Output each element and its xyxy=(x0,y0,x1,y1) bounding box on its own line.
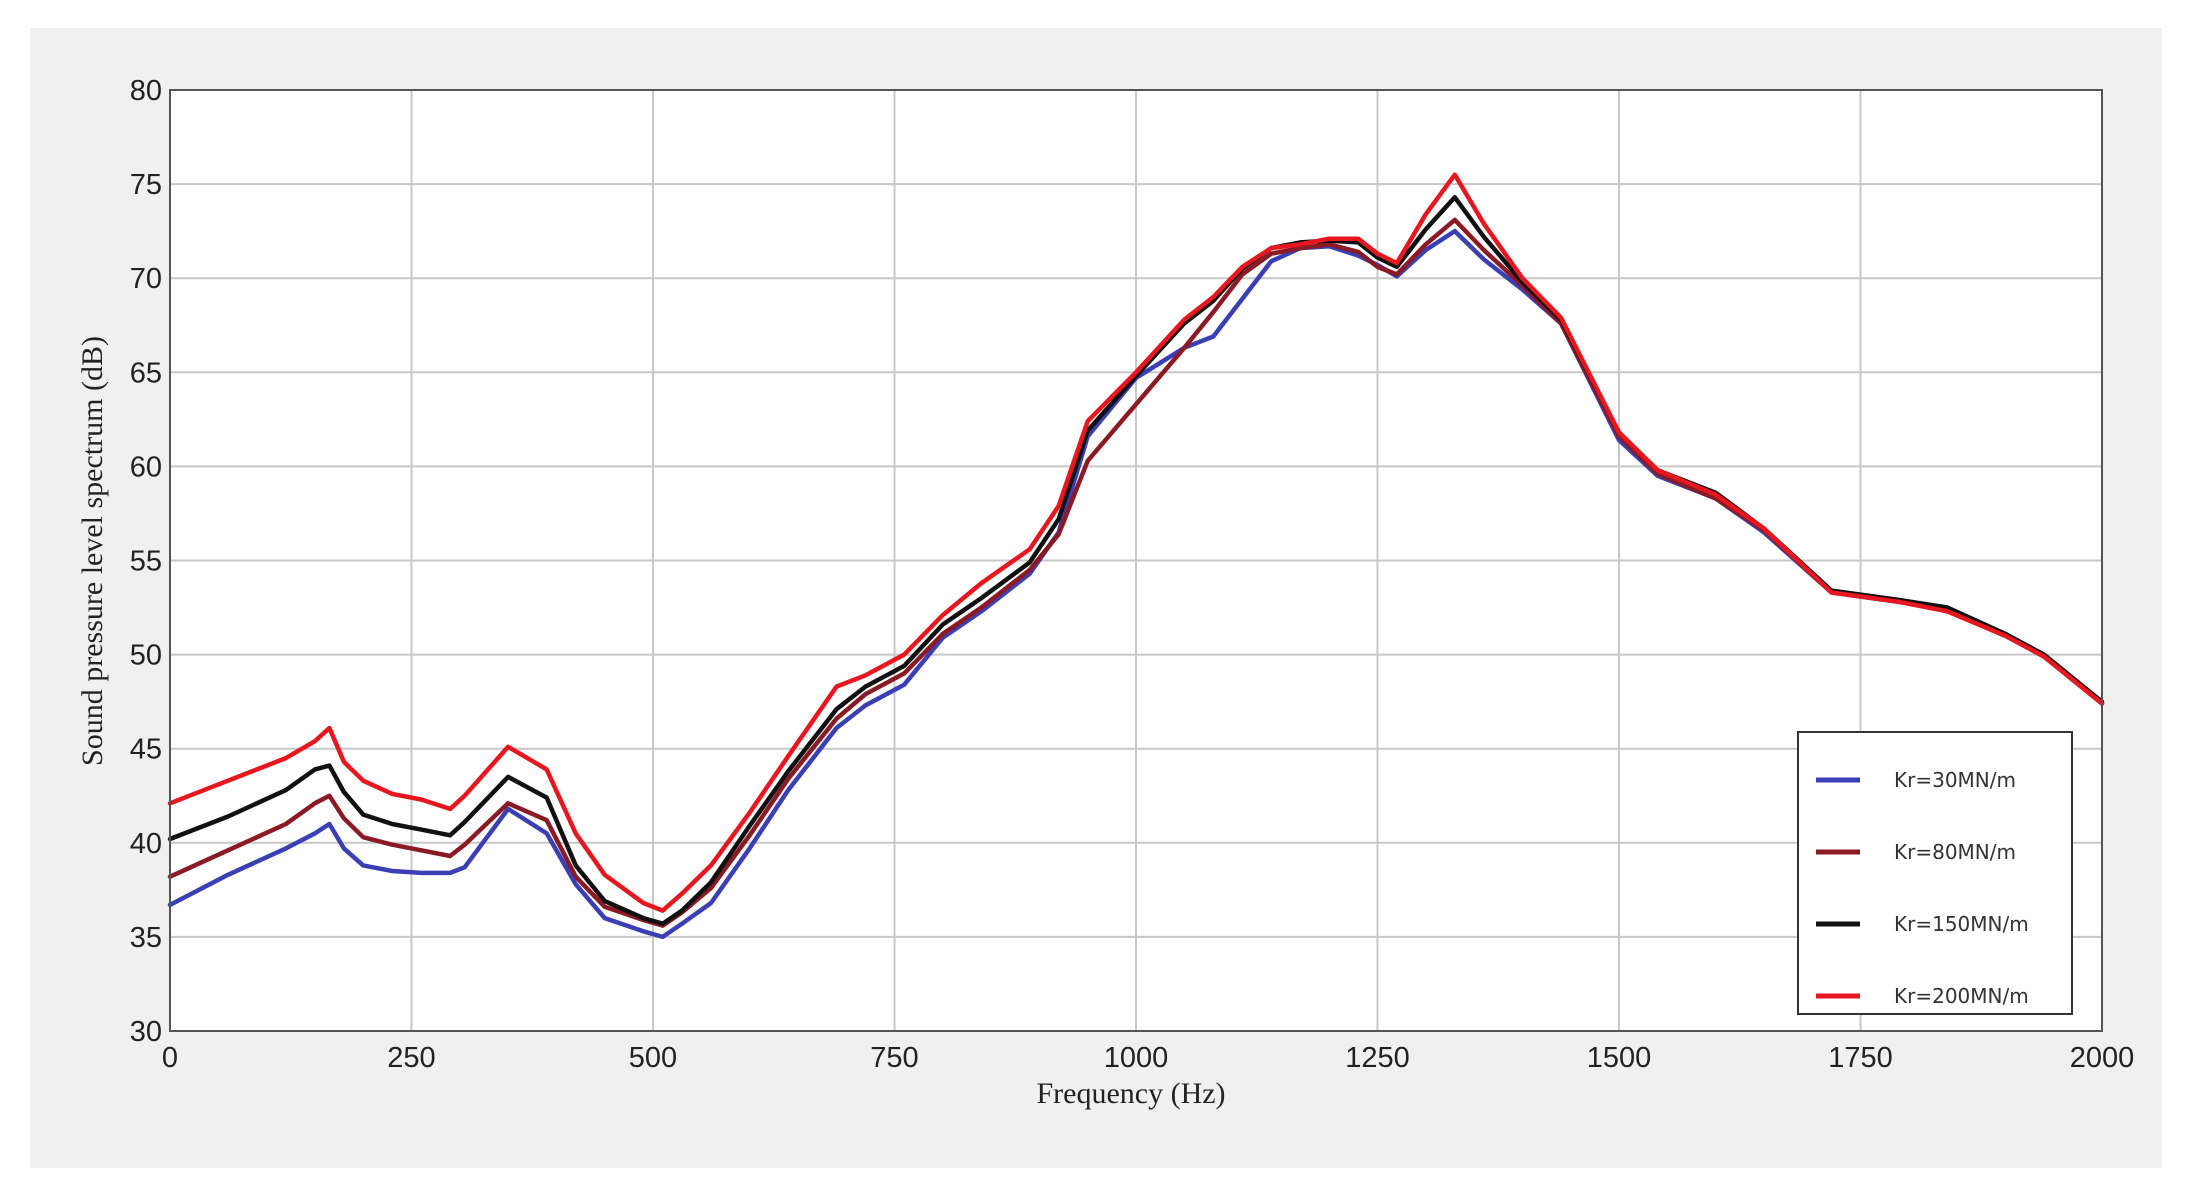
x-tick-label: 1750 xyxy=(1828,1042,1893,1074)
plot-border xyxy=(169,89,2103,1032)
y-tick-label: 30 xyxy=(130,1016,162,1048)
y-tick-label: 80 xyxy=(130,75,162,107)
x-tick-label: 1250 xyxy=(1345,1042,1410,1074)
chart-svg: 0 250 500 750 1000 1250 1500 1750 2000 30 35 40 45 50… xyxy=(76,75,2135,1110)
legend-label-1: Kr=80MN/m xyxy=(1894,840,2016,864)
x-tick-label: 2000 xyxy=(2070,1042,2135,1074)
series-line-1 xyxy=(167,217,2105,928)
x-axis-title: Frequency (Hz) xyxy=(1036,1077,1225,1110)
y-tick-label: 50 xyxy=(130,640,162,672)
y-tick-label: 75 xyxy=(130,169,162,201)
y-tick-label: 40 xyxy=(130,828,162,860)
legend-label-2: Kr=150MN/m xyxy=(1894,912,2029,936)
legend-label-3: Kr=200MN/m xyxy=(1894,984,2029,1008)
series-line-3 xyxy=(167,172,2105,913)
y-tick-label: 35 xyxy=(130,922,162,954)
x-tick-label: 1000 xyxy=(1104,1042,1169,1074)
y-tick-label: 55 xyxy=(130,546,162,578)
x-tick-label: 500 xyxy=(629,1042,677,1074)
x-tick-label: 750 xyxy=(870,1042,918,1074)
x-tick-label: 1500 xyxy=(1587,1042,1652,1074)
y-tick-label: 60 xyxy=(130,451,162,483)
chart-frame: 0 250 500 750 1000 1250 1500 1750 2000 30 35 40 45 50… xyxy=(30,28,2162,1168)
x-tick-label: 250 xyxy=(387,1042,435,1074)
y-axis-title: Sound pressure level spectrum (dB) xyxy=(76,336,109,766)
legend: Kr=30MN/m Kr=80MN/m Kr=150MN/m Kr=200MN/m xyxy=(1797,731,2073,1015)
x-tick-label: 0 xyxy=(162,1042,178,1074)
y-tick-label: 45 xyxy=(130,734,162,766)
series-layer xyxy=(167,172,2105,940)
y-tick-label: 65 xyxy=(130,357,162,389)
axes: 0 250 500 750 1000 1250 1500 1750 2000 30 35 40 45 50… xyxy=(130,75,2135,1074)
y-tick-label: 70 xyxy=(130,263,162,295)
legend-label-0: Kr=30MN/m xyxy=(1894,768,2016,792)
